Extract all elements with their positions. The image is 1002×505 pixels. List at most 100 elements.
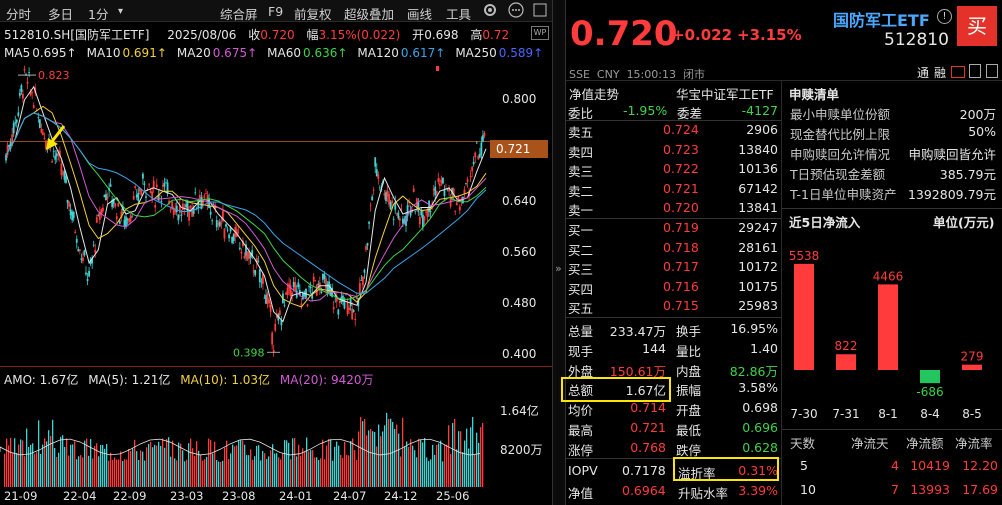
level-price: 0.719: [663, 220, 699, 235]
tag-tong[interactable]: 通: [917, 66, 930, 80]
candle: [9, 138, 12, 152]
volume-chart[interactable]: [0, 392, 490, 487]
volume-bar: [298, 444, 300, 487]
candle: [471, 165, 474, 177]
level-price: 0.720: [663, 200, 699, 215]
doc-icon[interactable]: [969, 64, 981, 78]
time-tick: 22-09: [113, 489, 147, 503]
candle: [51, 159, 54, 163]
candle: [29, 88, 32, 97]
candle: [269, 301, 272, 318]
tab-period[interactable]: 1分: [88, 7, 109, 22]
bid-row[interactable]: 买五 0.715 25983: [568, 297, 778, 316]
candle: [277, 312, 280, 325]
candle: [91, 255, 94, 269]
tab-index[interactable]: 华宝中证军工ETF: [676, 87, 774, 102]
volume-bar: [240, 439, 242, 487]
candle: [68, 200, 70, 212]
stat-label: 均价: [568, 403, 594, 419]
candle: [280, 316, 283, 331]
volume-bar: [410, 439, 412, 487]
share-icon[interactable]: [986, 64, 998, 78]
ask-row[interactable]: 卖五 0.724 2906: [568, 121, 778, 140]
time-tick: 21-09: [4, 489, 38, 503]
inflow-table-cell: 10: [800, 482, 816, 497]
inflow-table-cell: 10419: [910, 458, 950, 473]
candle: [166, 179, 169, 197]
stat-row: 最高 0.721 最低 0.696: [568, 419, 778, 438]
tab-nav-trend[interactable]: 净值走势: [569, 87, 620, 102]
window-icon[interactable]: [533, 2, 547, 21]
candle: [365, 244, 367, 253]
candle: [115, 212, 118, 223]
info-icon[interactable]: !: [937, 9, 952, 24]
bid-row[interactable]: 买二 0.718 28161: [568, 239, 778, 258]
tag-rong[interactable]: 融: [934, 66, 947, 80]
volume-bar: [412, 445, 414, 487]
divider: [566, 317, 781, 318]
gear-icon[interactable]: [482, 2, 498, 21]
volume-bar: [350, 441, 352, 487]
candle: [83, 249, 86, 257]
market-status: 闭市: [682, 68, 705, 81]
candle: [263, 294, 266, 299]
bid-row[interactable]: 买一 0.719 29247: [568, 219, 778, 238]
tab-intraday[interactable]: 分时: [6, 7, 32, 22]
bid-row[interactable]: 买四 0.716 10175: [568, 278, 778, 297]
tab-multi-day[interactable]: 多日: [48, 7, 74, 22]
candle: [374, 157, 377, 174]
candle: [346, 298, 349, 317]
tab-tools[interactable]: 工具: [446, 7, 472, 22]
ask-row[interactable]: 卖四 0.723 13840: [568, 141, 778, 160]
candle: [371, 194, 374, 201]
volume-bar: [52, 419, 54, 487]
stat-value: 0.714: [630, 400, 666, 416]
volume-bar: [60, 436, 62, 487]
volume-bar: [374, 432, 376, 487]
tab-draw[interactable]: 画线: [407, 7, 433, 22]
volume-bar: [30, 444, 32, 487]
tab-overlay[interactable]: 超级叠加: [344, 7, 395, 22]
period-dropdown-icon[interactable]: ▾: [118, 6, 124, 17]
price-tick: 0.400: [502, 347, 537, 361]
ellipsis-icon[interactable]: [508, 2, 524, 21]
alert-icon[interactable]: [951, 66, 965, 78]
candlestick-chart[interactable]: 0.823 0.398: [0, 64, 490, 364]
volume-bar: [26, 428, 28, 487]
wp-badge[interactable]: WP: [531, 26, 549, 40]
candle: [274, 318, 277, 333]
bid-row[interactable]: 买三 0.717 10172: [568, 258, 778, 277]
ask-row[interactable]: 卖一 0.720 13841: [568, 199, 778, 218]
volume-bar: [140, 450, 142, 487]
volume-bar: [112, 459, 114, 487]
ma-value: 0.617↑: [400, 46, 446, 60]
expand-chevron-icon[interactable]: »: [555, 262, 562, 275]
stat-label: 内盘: [676, 363, 702, 379]
candle: [18, 88, 21, 99]
candle: [220, 217, 223, 229]
candle: [351, 302, 354, 321]
volume-bar: [394, 428, 396, 487]
candle: [432, 184, 435, 197]
tab-f9[interactable]: F9: [268, 4, 284, 19]
candle: [69, 203, 72, 220]
tab-composite[interactable]: 综合屏: [220, 7, 258, 22]
buy-button[interactable]: 买: [957, 6, 997, 46]
ask-row[interactable]: 卖二 0.721 67142: [568, 180, 778, 199]
volume-bar: [160, 446, 162, 487]
panel-splitter[interactable]: »: [552, 0, 566, 505]
inflow-table-cell: 5: [800, 458, 808, 473]
ask-row[interactable]: 卖三 0.722 10136: [568, 160, 778, 179]
highlight-box: [561, 377, 671, 402]
candle: [338, 300, 341, 308]
volume-bar: [276, 453, 278, 487]
candle: [265, 289, 267, 305]
price-change-pct: +3.15%: [737, 26, 802, 44]
tab-adjust[interactable]: 前复权: [294, 7, 332, 22]
inflow-date: 7-31: [832, 407, 859, 421]
subscribe-value: 1392809.79元: [907, 187, 996, 202]
candle: [198, 189, 201, 200]
candle: [234, 224, 237, 243]
volume-bar: [114, 457, 116, 487]
candle: [289, 279, 292, 301]
